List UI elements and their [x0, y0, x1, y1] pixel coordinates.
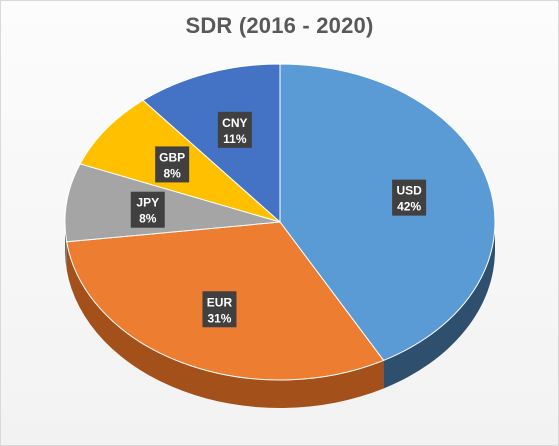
data-label-cny: CNY 11%	[217, 111, 252, 148]
data-label-value-usd: 42%	[397, 200, 421, 214]
data-label-usd: USD 42%	[392, 179, 427, 216]
data-label-value-cny: 11%	[223, 132, 247, 146]
data-label-eur: EUR 31%	[202, 291, 237, 328]
data-label-value-gbp: 8%	[163, 166, 181, 180]
pie-side-usd	[383, 222, 495, 389]
data-label-box-usd	[392, 179, 427, 216]
data-label-category-jpy: JPY	[136, 196, 159, 210]
data-label-box-gbp	[155, 146, 190, 183]
data-label-value-jpy: 8%	[139, 212, 157, 226]
data-label-gbp: GBP 8%	[155, 146, 190, 183]
pie-slices	[64, 63, 496, 381]
data-label-jpy: JPY 8%	[130, 191, 165, 228]
chart-title: SDR (2016 - 2020)	[185, 13, 374, 38]
data-label-category-cny: CNY	[222, 116, 247, 130]
data-label-category-gbp: GBP	[159, 150, 185, 164]
data-label-value-eur: 31%	[207, 311, 231, 325]
data-label-category-usd: USD	[396, 184, 422, 198]
data-label-box-cny	[217, 111, 252, 148]
data-label-box-jpy	[130, 191, 165, 228]
data-label-category-eur: EUR	[207, 295, 233, 309]
pie-slice-usd	[279, 63, 496, 362]
pie-slice-jpy	[64, 163, 281, 243]
data-labels: USD 42% EUR 31% JPY 8% GBP 8% CNY 11%	[130, 111, 427, 328]
pie-slice-cny	[142, 63, 281, 224]
pie-side-eur	[66, 241, 384, 408]
data-label-box-eur	[202, 291, 237, 328]
